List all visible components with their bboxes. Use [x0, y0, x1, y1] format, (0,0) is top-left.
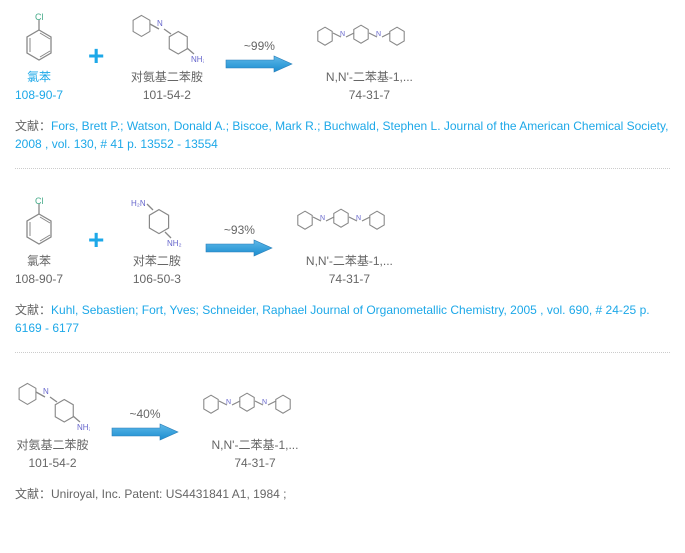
citation-prefix: 文献：	[15, 119, 51, 133]
compound-name: 对氨基二苯胺	[131, 68, 203, 85]
svg-text:NH₂: NH₂	[77, 423, 90, 432]
yield-label: ~99%	[244, 39, 275, 53]
structure-icon: NN	[314, 10, 424, 65]
structure-icon: NN	[294, 194, 404, 249]
citation-prefix: 文献：Uniroyal, Inc. Patent: US4431841 A1, …	[15, 487, 287, 501]
structure-icon: Cl	[20, 194, 58, 249]
citation-link[interactable]: Fors, Brett P.; Watson, Donald A.; Bisco…	[15, 119, 668, 151]
svg-text:N: N	[340, 31, 345, 38]
svg-text:N: N	[320, 215, 325, 222]
compound-name: N,N'-二苯基-1,...	[212, 436, 299, 453]
compound-name: 氯苯	[27, 68, 51, 85]
compound-name: 对氨基二苯胺	[16, 436, 88, 453]
citation-link[interactable]: Kuhl, Sebastien; Fort, Yves; Schneider, …	[15, 303, 650, 335]
reaction-arrow: ~93%	[204, 223, 274, 257]
citation: 文献：Fors, Brett P.; Watson, Donald A.; Bi…	[15, 117, 670, 169]
structure-icon: N NH₂	[129, 10, 204, 65]
compound-name: N,N'-二苯基-1,...	[306, 252, 393, 269]
compound-cas: 108-90-7	[15, 272, 63, 286]
structure-icon: H₂N NH₂	[129, 194, 184, 249]
compound-name: 对苯二胺	[133, 252, 181, 269]
reactant-compound[interactable]: Cl 氯苯 108-90-7	[15, 10, 63, 102]
reactant-compound[interactable]: Cl 氯苯 108-90-7	[15, 194, 63, 286]
citation-prefix: 文献：	[15, 303, 51, 317]
compound-cas: 74-31-7	[329, 272, 370, 286]
yield-label: ~93%	[224, 223, 255, 237]
reactant-compound[interactable]: H₂N NH₂ 对苯二胺 106-50-3	[129, 194, 184, 286]
svg-text:H₂N: H₂N	[131, 199, 146, 208]
compound-name: 氯苯	[27, 252, 51, 269]
compound-cas: 74-31-7	[234, 456, 275, 470]
reaction-row: Cl氯苯108-90-7+NNH₂对氨基二苯胺101-54-2~99%NNN,N…	[15, 10, 670, 102]
compound-cas: 74-31-7	[349, 88, 390, 102]
yield-label: ~40%	[129, 407, 160, 421]
compound-cas: 108-90-7	[15, 88, 63, 102]
citation: 文献：Kuhl, Sebastien; Fort, Yves; Schneide…	[15, 301, 670, 353]
compound-cas: 101-54-2	[143, 88, 191, 102]
reaction-row: Cl氯苯108-90-7+H₂NNH₂对苯二胺106-50-3~93%NNN,N…	[15, 194, 670, 286]
structure-icon: N NH₂	[15, 378, 90, 433]
svg-text:Cl: Cl	[35, 12, 44, 22]
product-compound[interactable]: NNN,N'-二苯基-1,...74-31-7	[200, 378, 310, 470]
reactant-compound[interactable]: N NH₂ 对氨基二苯胺 101-54-2	[15, 378, 90, 470]
structure-icon: NN	[200, 378, 310, 433]
plus-icon: +	[88, 40, 104, 72]
citation: 文献：Uniroyal, Inc. Patent: US4431841 A1, …	[15, 485, 670, 518]
reaction-row: NNH₂对氨基二苯胺101-54-2~40%NNN,N'-二苯基-1,...74…	[15, 378, 670, 470]
product-compound[interactable]: NNN,N'-二苯基-1,...74-31-7	[294, 194, 404, 286]
svg-text:N: N	[157, 19, 163, 28]
svg-text:N: N	[226, 399, 231, 406]
reaction-arrow: ~99%	[224, 39, 294, 73]
svg-text:N: N	[356, 215, 361, 222]
svg-text:N: N	[43, 387, 49, 396]
compound-name: N,N'-二苯基-1,...	[326, 68, 413, 85]
svg-text:NH₂: NH₂	[167, 239, 182, 248]
svg-text:N: N	[376, 31, 381, 38]
svg-text:Cl: Cl	[35, 196, 44, 206]
compound-cas: 106-50-3	[133, 272, 181, 286]
reaction-arrow: ~40%	[110, 407, 180, 441]
reactant-compound[interactable]: N NH₂ 对氨基二苯胺 101-54-2	[129, 10, 204, 102]
structure-icon: Cl	[20, 10, 58, 65]
compound-cas: 101-54-2	[28, 456, 76, 470]
svg-text:NH₂: NH₂	[191, 55, 204, 64]
plus-icon: +	[88, 224, 104, 256]
product-compound[interactable]: NNN,N'-二苯基-1,...74-31-7	[314, 10, 424, 102]
svg-text:N: N	[262, 399, 267, 406]
